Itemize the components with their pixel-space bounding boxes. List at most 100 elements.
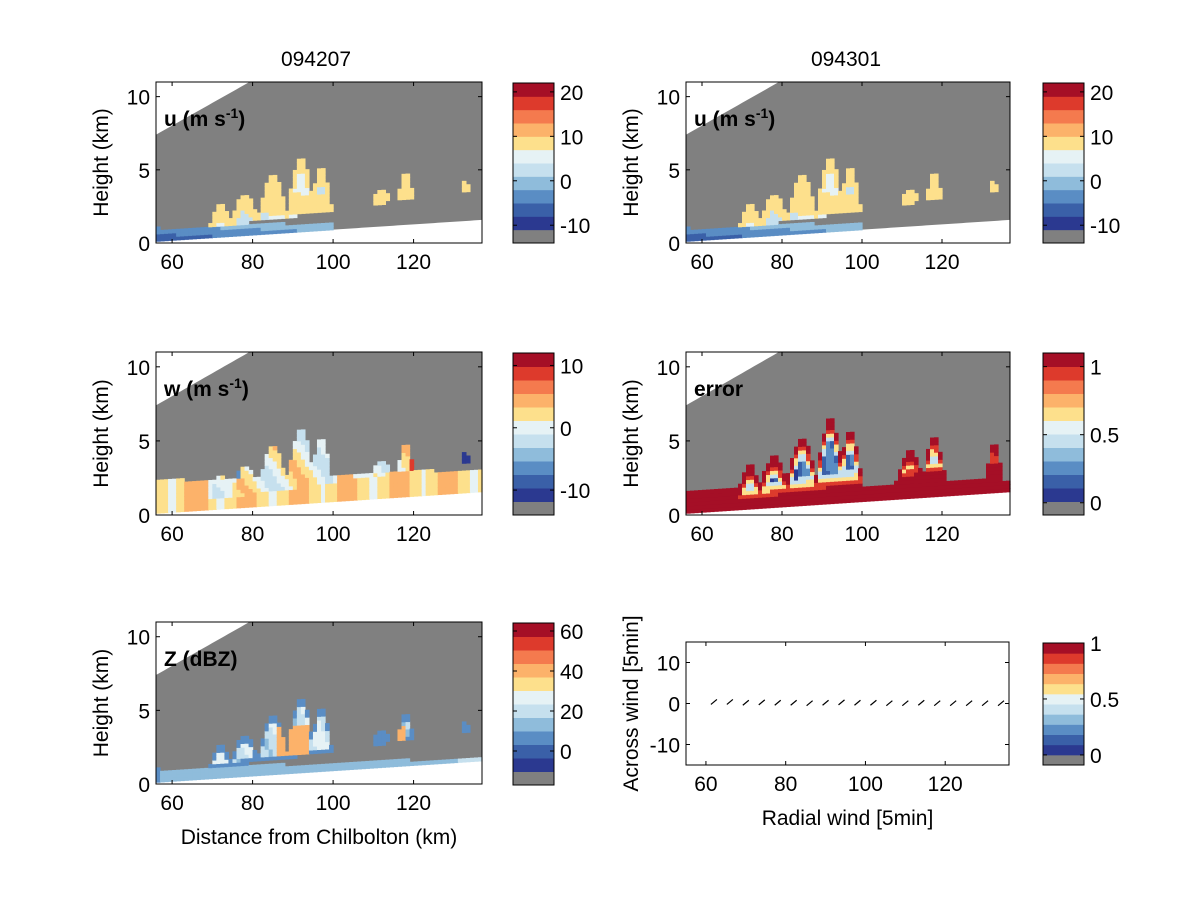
- heatmap-cell: [220, 497, 226, 503]
- heatmap-cell: [802, 185, 807, 191]
- heatmap-cell: [806, 222, 811, 227]
- heatmap-cell: [930, 192, 935, 197]
- heatmap-cell: [304, 180, 310, 185]
- heatmap-cell: [268, 479, 274, 484]
- heatmap-cell: [982, 482, 987, 487]
- heatmap-cell: [457, 478, 463, 483]
- heatmap-cell: [232, 493, 238, 498]
- heatmap-cell: [260, 483, 266, 489]
- heatmap-cell: [826, 191, 831, 196]
- heatmap-cell: [441, 759, 447, 764]
- heatmap-cell: [373, 764, 378, 769]
- heatmap-cell: [268, 752, 274, 757]
- heatmap-cell: [244, 772, 250, 777]
- heatmap-cell: [280, 210, 286, 216]
- heatmap-cell: [866, 497, 871, 502]
- heatmap-cell: [377, 476, 382, 481]
- heatmap-cell: [986, 489, 991, 494]
- heatmap-cell: [786, 502, 791, 508]
- heatmap-cell: [762, 474, 767, 479]
- heatmap-cell: [826, 228, 831, 233]
- colorbar-swatch: [1043, 353, 1084, 367]
- plot-background: [686, 642, 1009, 765]
- heatmap-cell: [790, 495, 795, 500]
- heatmap-cell: [401, 721, 407, 727]
- heatmap-cell: [465, 477, 471, 483]
- heatmap-cell: [822, 224, 827, 230]
- heatmap-cell: [304, 172, 310, 178]
- heatmap-cell: [690, 229, 695, 235]
- heatmap-cell: [762, 225, 767, 230]
- heatmap-cell: [300, 158, 306, 163]
- colorbar-swatch: [513, 393, 554, 408]
- heatmap-cell: [176, 504, 181, 509]
- heatmap-cell: [316, 450, 322, 455]
- colorbar-swatch: [513, 434, 554, 448]
- heatmap-cell: [308, 223, 314, 229]
- heatmap-cell: [288, 459, 294, 465]
- heatmap-cell: [208, 226, 213, 231]
- heatmap-cell: [994, 481, 999, 486]
- colorbar-tick-label: 1: [1090, 357, 1102, 380]
- heatmap-cell: [774, 462, 779, 468]
- heatmap-cell: [397, 485, 403, 491]
- heatmap-cell: [156, 230, 161, 235]
- heatmap-cell: [822, 184, 827, 189]
- heatmap-cell: [292, 474, 298, 479]
- heatmap-cell: [308, 488, 314, 493]
- heatmap-cell: [248, 495, 254, 501]
- heatmap-cell: [216, 748, 221, 753]
- heatmap-cell: [802, 468, 807, 473]
- heatmap-cell: [794, 230, 799, 235]
- heatmap-cell: [216, 483, 221, 488]
- heatmap-cell: [329, 767, 334, 772]
- heatmap-cell: [842, 454, 847, 459]
- heatmap-cell: [312, 208, 318, 214]
- heatmap-cell: [802, 490, 807, 495]
- heatmap-cell: [770, 466, 775, 472]
- y-tick-label: 0: [138, 505, 150, 528]
- heatmap-cell: [910, 189, 915, 195]
- heatmap-cell: [208, 491, 213, 496]
- colorbar-swatch: [513, 663, 554, 678]
- heatmap-cell: [164, 229, 169, 234]
- heatmap-cell: [1002, 484, 1007, 489]
- heatmap-cell: [377, 730, 382, 735]
- heatmap-cell: [268, 741, 274, 746]
- heatmap-cell: [854, 461, 859, 466]
- heatmap-cell: [292, 500, 298, 505]
- heatmap-cell: [746, 494, 751, 499]
- heatmap-cell: [248, 202, 254, 207]
- heatmap-cell: [934, 184, 939, 189]
- heatmap-cell: [316, 483, 322, 489]
- heatmap-cell: [834, 227, 839, 232]
- heatmap-cell: [930, 493, 935, 498]
- heatmap-cell: [774, 224, 779, 229]
- heatmap-cell: [818, 206, 823, 212]
- heatmap-cell: [405, 714, 411, 719]
- heatmap-cell: [260, 756, 266, 762]
- heatmap-cell: [405, 188, 411, 193]
- heatmap-cell: [160, 509, 165, 514]
- heatmap-cell: [830, 492, 835, 497]
- y-tick-label: 5: [668, 160, 680, 183]
- heatmap-cell: [288, 743, 294, 749]
- heatmap-cell: [782, 227, 787, 232]
- heatmap-cell: [834, 462, 839, 467]
- heatmap-cell: [369, 487, 374, 493]
- heatmap-cell: [192, 503, 197, 508]
- heatmap-cell: [333, 486, 338, 491]
- colorbar-swatch: [513, 677, 554, 691]
- axes-frame: [155, 621, 483, 785]
- heatmap-cell: [722, 506, 727, 512]
- heatmap-cell: [778, 231, 783, 236]
- heatmap-cell: [236, 485, 242, 490]
- colorbar-swatch: [513, 690, 554, 705]
- heatmap-cell: [702, 508, 707, 513]
- heatmap-cell: [264, 461, 270, 466]
- heatmap-cell: [264, 465, 270, 470]
- heatmap-cell: [998, 473, 1003, 479]
- heatmap-cell: [774, 231, 779, 236]
- heatmap-cell: [268, 222, 274, 228]
- heatmap-cell: [316, 175, 322, 180]
